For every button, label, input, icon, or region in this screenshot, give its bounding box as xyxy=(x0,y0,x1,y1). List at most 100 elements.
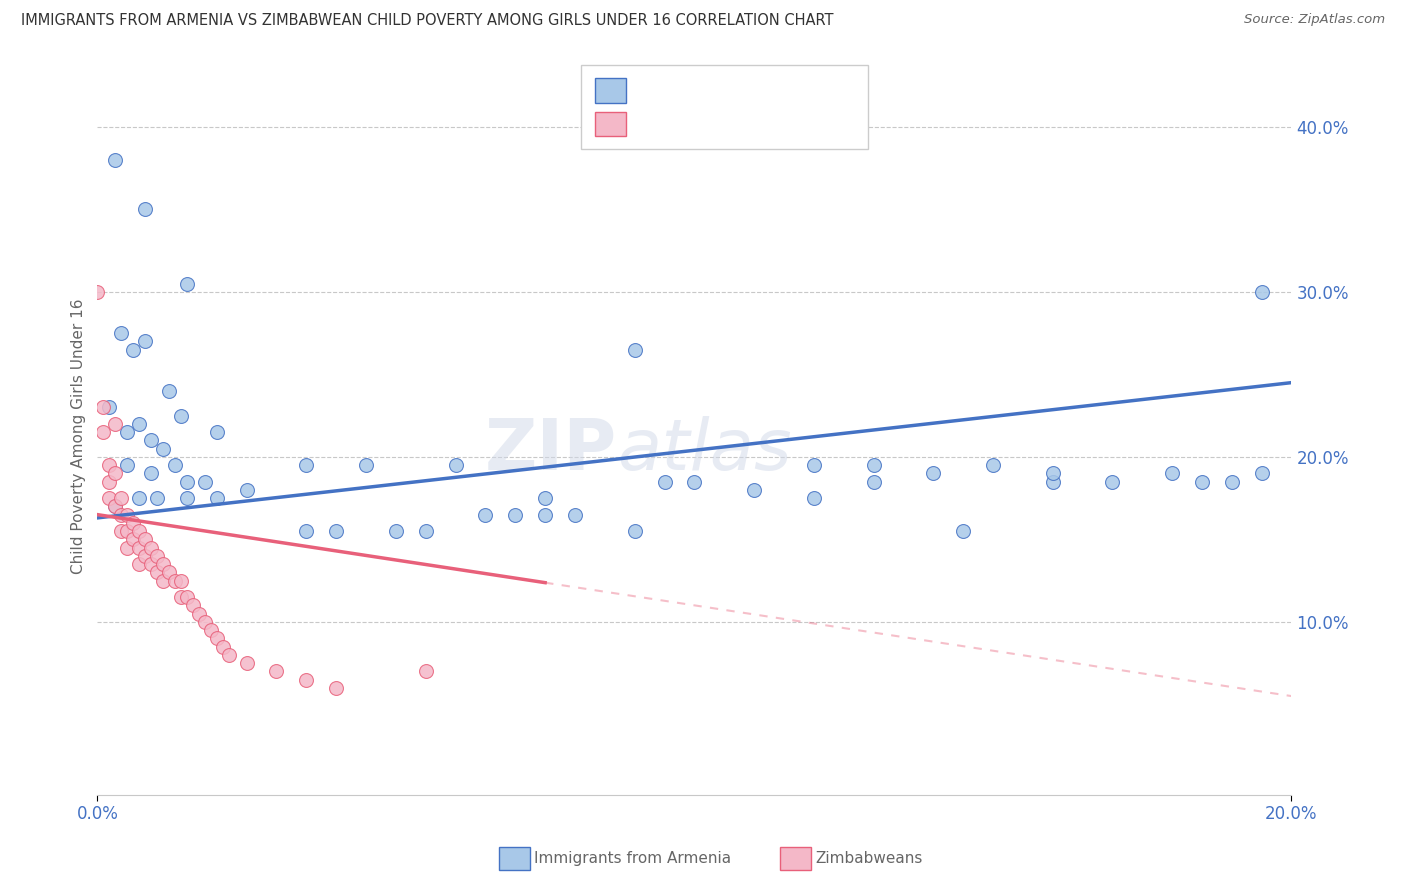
Point xyxy=(128,524,150,538)
Point xyxy=(205,425,228,439)
Point xyxy=(134,549,156,563)
Point xyxy=(110,491,132,505)
Point xyxy=(654,475,676,489)
Point xyxy=(803,458,825,472)
Point xyxy=(444,458,467,472)
Point xyxy=(98,401,121,415)
Point xyxy=(503,508,526,522)
Point xyxy=(623,343,645,357)
Point xyxy=(91,401,114,415)
Point xyxy=(534,491,557,505)
Point xyxy=(115,508,138,522)
Point xyxy=(742,483,765,497)
Point xyxy=(104,153,127,167)
Point xyxy=(115,458,138,472)
Point xyxy=(146,566,169,580)
Point xyxy=(110,326,132,340)
Point xyxy=(295,524,318,538)
Point xyxy=(139,434,162,448)
Text: IMMIGRANTS FROM ARMENIA VS ZIMBABWEAN CHILD POVERTY AMONG GIRLS UNDER 16 CORRELA: IMMIGRANTS FROM ARMENIA VS ZIMBABWEAN CH… xyxy=(21,13,834,29)
Point xyxy=(157,566,180,580)
Point xyxy=(128,491,150,505)
Point xyxy=(1191,475,1213,489)
Point xyxy=(104,500,127,514)
Text: ZIP: ZIP xyxy=(485,416,617,485)
Point xyxy=(200,623,222,637)
Point xyxy=(266,665,288,679)
Point xyxy=(415,665,437,679)
Point xyxy=(122,533,145,547)
Point xyxy=(1042,475,1064,489)
Point xyxy=(134,533,156,547)
Point xyxy=(152,442,174,456)
Point xyxy=(139,557,162,571)
Point xyxy=(922,467,945,481)
Point xyxy=(98,458,121,472)
Point xyxy=(104,467,127,481)
Point xyxy=(235,483,257,497)
Point xyxy=(218,648,240,662)
Point xyxy=(235,656,257,670)
Point xyxy=(354,458,377,472)
Point xyxy=(862,475,884,489)
Point xyxy=(981,458,1004,472)
Point xyxy=(176,277,198,291)
Point xyxy=(170,590,193,604)
Point xyxy=(385,524,408,538)
Point xyxy=(122,343,145,357)
Point xyxy=(205,491,228,505)
Point xyxy=(1220,475,1243,489)
Point xyxy=(325,681,347,695)
Point xyxy=(98,491,121,505)
Point xyxy=(194,475,217,489)
Point xyxy=(152,557,174,571)
Point xyxy=(325,524,347,538)
Point xyxy=(952,524,974,538)
Point xyxy=(86,285,108,299)
Point xyxy=(134,334,156,349)
Point xyxy=(181,599,204,613)
Point xyxy=(139,467,162,481)
Point xyxy=(146,549,169,563)
Point xyxy=(163,574,186,588)
Point xyxy=(187,607,209,621)
Point xyxy=(1250,285,1272,299)
Point xyxy=(205,632,228,646)
Point xyxy=(170,574,193,588)
Point xyxy=(110,508,132,522)
Point xyxy=(295,458,318,472)
Point xyxy=(623,524,645,538)
Point xyxy=(211,640,233,654)
Point xyxy=(295,673,318,687)
Y-axis label: Child Poverty Among Girls Under 16: Child Poverty Among Girls Under 16 xyxy=(72,299,86,574)
Point xyxy=(1101,475,1123,489)
Point xyxy=(194,615,217,629)
Point xyxy=(157,384,180,398)
Text: R =  0.230   N = 57: R = 0.230 N = 57 xyxy=(631,79,780,95)
Point xyxy=(134,202,156,217)
Point xyxy=(474,508,496,522)
Point xyxy=(122,516,145,530)
Point xyxy=(104,500,127,514)
Point xyxy=(683,475,706,489)
Point xyxy=(91,425,114,439)
Point xyxy=(104,417,127,431)
Point xyxy=(1042,467,1064,481)
Text: Immigrants from Armenia: Immigrants from Armenia xyxy=(534,852,731,866)
Point xyxy=(115,425,138,439)
Point xyxy=(176,475,198,489)
Point xyxy=(1161,467,1184,481)
Point xyxy=(862,458,884,472)
Text: atlas: atlas xyxy=(617,416,792,485)
Point xyxy=(803,491,825,505)
Point xyxy=(564,508,586,522)
Point xyxy=(128,417,150,431)
Point xyxy=(110,524,132,538)
Text: Zimbabweans: Zimbabweans xyxy=(815,852,922,866)
Point xyxy=(115,541,138,555)
Text: Source: ZipAtlas.com: Source: ZipAtlas.com xyxy=(1244,13,1385,27)
Text: R = -0.153   N = 45: R = -0.153 N = 45 xyxy=(631,113,782,128)
Point xyxy=(1250,467,1272,481)
Point xyxy=(139,541,162,555)
Point xyxy=(176,590,198,604)
